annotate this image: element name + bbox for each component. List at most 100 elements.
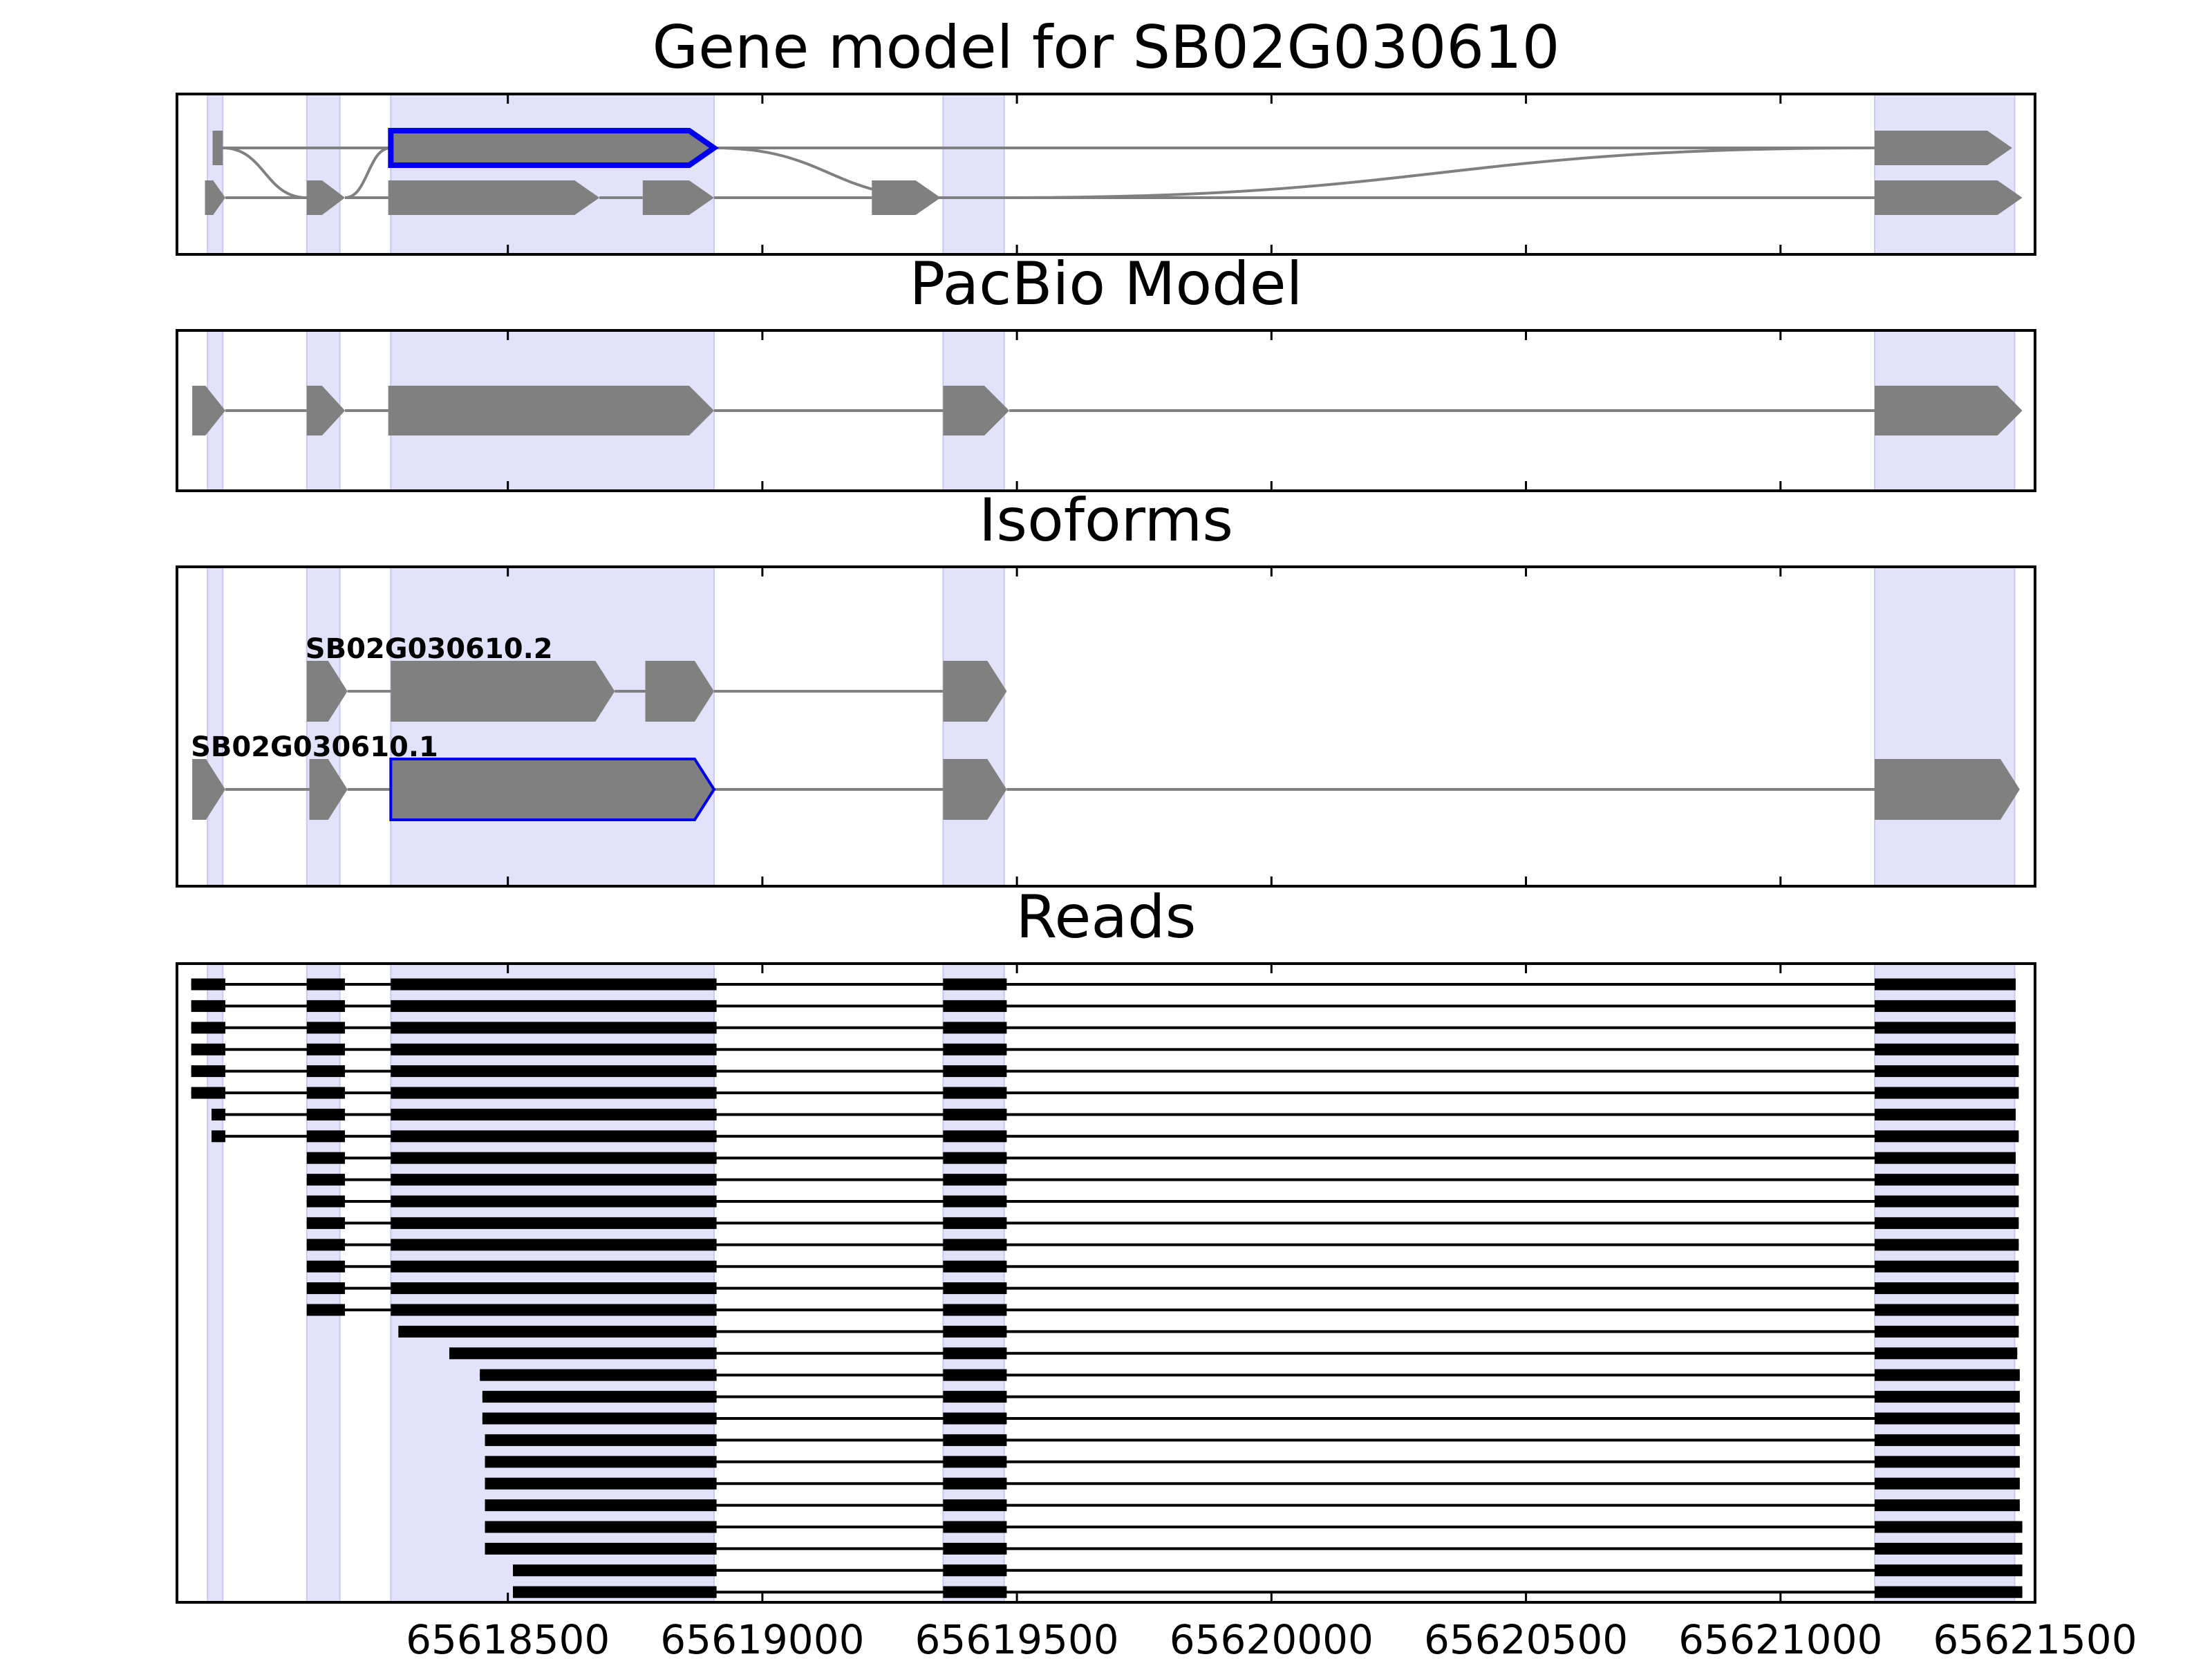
read-block (1875, 1065, 2019, 1078)
read-block (513, 1586, 717, 1598)
read-block (391, 1152, 717, 1164)
read-block (943, 1087, 1007, 1099)
read-block (391, 1260, 717, 1273)
read-block (1875, 1174, 2019, 1186)
read-block (943, 1456, 1007, 1468)
read-block (1875, 1456, 2020, 1468)
x-axis-tick-labels: 65618500 65619000 65619500 65620000 65620500… (406, 1616, 2137, 1659)
read-block (212, 1130, 225, 1143)
read-block (943, 1195, 1007, 1208)
panel-frame (176, 962, 2036, 1604)
read-block (943, 1217, 1007, 1229)
read-block (306, 978, 346, 991)
read-block (191, 1000, 225, 1012)
read-block (449, 1347, 717, 1360)
x-tick-label: 65620500 (1424, 1616, 1628, 1659)
read-block (482, 1412, 717, 1425)
read-block (306, 1195, 346, 1208)
read-block (1875, 1260, 2019, 1273)
read-block (191, 1022, 225, 1034)
read-block (943, 1347, 1007, 1360)
read-block (943, 1043, 1007, 1056)
read-block (1875, 1239, 2019, 1251)
read-block (943, 1542, 1007, 1555)
isoforms-panel: SB02G030610.2 SB02G030610.1 (176, 565, 2036, 888)
x-tick-label: 65620000 (1170, 1616, 1374, 1659)
exon-shading-band (390, 93, 715, 255)
panel-frame (176, 565, 2036, 888)
gene-model-title: Gene model for SB02G030610 (653, 13, 1560, 82)
read-block (391, 1282, 717, 1295)
highlighted-exon (388, 128, 719, 168)
read-block (943, 1369, 1007, 1381)
exon (391, 661, 615, 722)
exon (205, 180, 225, 215)
read-block (1875, 1043, 2019, 1056)
read-block (485, 1499, 717, 1512)
read-block (485, 1477, 717, 1490)
read-block (485, 1456, 717, 1468)
isoforms-title: Isoforms (979, 486, 1233, 555)
exon-shading-band (306, 93, 341, 255)
read-block (391, 1304, 717, 1316)
read-block (943, 1239, 1007, 1251)
read-block (943, 1586, 1007, 1598)
read-block (306, 1152, 346, 1164)
read-block (191, 1087, 225, 1099)
read-block (306, 1174, 346, 1186)
read-block (513, 1564, 717, 1577)
read-block (485, 1521, 717, 1533)
read-block (306, 1217, 346, 1229)
exon (306, 386, 346, 435)
read-block (1875, 1564, 2023, 1577)
read-block (943, 1304, 1007, 1316)
gene-model-panel (176, 93, 2036, 256)
isoform-label: SB02G030610.1 (191, 731, 438, 763)
read-block (391, 1043, 717, 1056)
read-block (943, 1260, 1007, 1273)
exon (645, 661, 714, 722)
read-block (306, 1000, 346, 1012)
read-block (943, 1000, 1007, 1012)
read-block (943, 1152, 1007, 1164)
read-block (306, 1260, 346, 1273)
read-block (1875, 1087, 2019, 1099)
exon (306, 661, 348, 722)
panel-frame (176, 93, 2036, 256)
read-block (306, 1239, 346, 1251)
read-block (1875, 1391, 2020, 1403)
read-block (943, 1412, 1007, 1425)
read-block (306, 1087, 346, 1099)
read-block (191, 978, 225, 991)
x-tick-label: 65618500 (406, 1616, 610, 1659)
read-block (306, 1065, 346, 1078)
read-block (391, 1065, 717, 1078)
read-block (391, 1239, 717, 1251)
read-block (391, 1174, 717, 1186)
read-block (1875, 1586, 2023, 1598)
read-block (943, 1564, 1007, 1577)
read-block (943, 978, 1007, 991)
read-block (1875, 1304, 2019, 1316)
read-block (943, 1130, 1007, 1143)
exon-shading-band (942, 566, 1005, 887)
read-block (1875, 1369, 2020, 1381)
pacbio-model-title: PacBio Model (909, 250, 1302, 319)
exon-shading-band (390, 566, 715, 887)
read-block (943, 1282, 1007, 1295)
read-block (306, 1282, 346, 1295)
reads-title: Reads (1016, 883, 1197, 952)
exon (192, 386, 225, 435)
read-block (391, 1130, 717, 1143)
read-block (1875, 978, 2016, 991)
read-block (943, 1391, 1007, 1403)
exon (872, 180, 941, 215)
read-block (1875, 1195, 2019, 1208)
read-block (943, 1477, 1007, 1490)
panel-frame (176, 329, 2036, 492)
read-block (1875, 1152, 2016, 1164)
exon (192, 759, 225, 820)
read-block (391, 1022, 717, 1034)
read-block (1875, 1499, 2020, 1512)
